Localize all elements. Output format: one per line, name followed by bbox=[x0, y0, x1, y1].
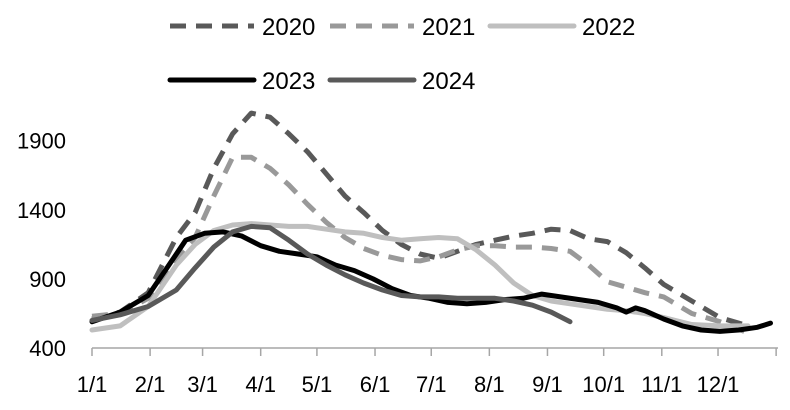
legend-item-2023: 2023 bbox=[167, 68, 315, 95]
y-tick-label: 1900 bbox=[17, 129, 66, 154]
x-tick-label: 11/1 bbox=[641, 372, 682, 397]
x-tick-label: 3/1 bbox=[187, 372, 218, 397]
x-tick-label: 2/1 bbox=[135, 372, 166, 397]
x-tick-label: 4/1 bbox=[245, 372, 276, 397]
legend-label: 2021 bbox=[422, 14, 475, 41]
x-tick-label: 6/1 bbox=[360, 372, 391, 397]
series-layer bbox=[89, 110, 773, 334]
legend-label: 2020 bbox=[262, 14, 315, 41]
y-tick-label: 900 bbox=[29, 267, 66, 292]
series-line-2020 bbox=[91, 110, 749, 329]
series-line-2021 bbox=[91, 154, 746, 334]
x-ticks: 1/1 2/1 3/1 4/1 5/1 6/1 7/1 8/1 9/1 10/1 11/1 12/1 bbox=[77, 348, 777, 397]
series-line-2024 bbox=[89, 223, 573, 325]
series-line-2023 bbox=[89, 229, 773, 334]
x-tick-label: 1/1 bbox=[77, 372, 108, 397]
x-tick-label: 9/1 bbox=[532, 372, 563, 397]
legend-label: 2024 bbox=[422, 68, 475, 95]
y-tick-label: 400 bbox=[29, 336, 66, 361]
legend-label: 2023 bbox=[262, 68, 315, 95]
x-tick-label: 12/1 bbox=[697, 372, 740, 397]
y-ticks: 400 900 1400 1900 bbox=[17, 129, 66, 361]
legend-label: 2022 bbox=[582, 14, 635, 41]
x-tick-label: 8/1 bbox=[474, 372, 505, 397]
x-tick-label: 10/1 bbox=[582, 372, 625, 397]
y-tick-label: 1400 bbox=[17, 198, 66, 223]
legend-item-2020: 2020 bbox=[170, 14, 315, 41]
legend-item-2021: 2021 bbox=[330, 14, 475, 41]
legend-item-2022: 2022 bbox=[487, 14, 635, 41]
x-tick-label: 7/1 bbox=[416, 372, 447, 397]
legend-item-2024: 2024 bbox=[327, 68, 475, 95]
x-tick-label: 5/1 bbox=[302, 372, 333, 397]
chart-legend: 2020 2021 2022 2023 2024 bbox=[167, 14, 635, 95]
